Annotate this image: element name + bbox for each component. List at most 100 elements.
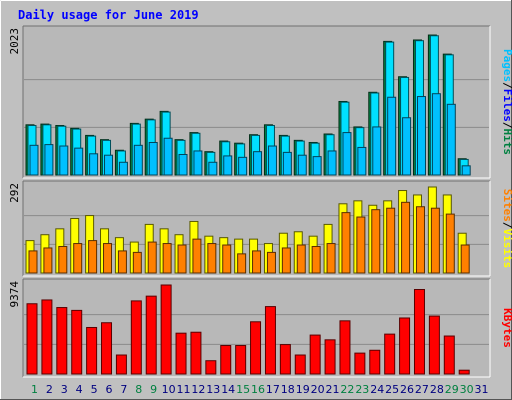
bar-sites-day-24 [371, 209, 381, 274]
bar-pages-day-7 [118, 161, 128, 176]
bar-sites-day-20 [311, 245, 321, 274]
legend-entry: / [501, 222, 512, 229]
x-tick-label-day-25: 25 [385, 383, 399, 396]
bar-kbytes-day-9 [145, 295, 157, 375]
bar-sites-day-21 [326, 243, 336, 274]
bar-sites-day-5 [88, 240, 98, 274]
bar-sites-day-8 [132, 251, 142, 274]
x-tick-label-day-20: 20 [311, 383, 325, 396]
bar-kbytes-day-4 [71, 309, 83, 375]
bar-kbytes-day-10 [160, 284, 172, 375]
bar-kbytes-day-22 [339, 320, 351, 375]
bar-kbytes-day-14 [220, 345, 232, 375]
bar-pages-day-19 [297, 154, 307, 176]
x-tick-label-day-8: 8 [135, 383, 142, 396]
bar-sites-day-11 [177, 244, 187, 274]
legend-entry: / [501, 82, 512, 89]
bar-kbytes-day-13 [205, 360, 217, 375]
legend-entry: Pages [501, 49, 512, 82]
bar-sites-day-1 [28, 250, 38, 274]
bar-pages-day-6 [104, 154, 114, 176]
bar-kbytes-day-8 [130, 300, 142, 375]
bar-pages-day-22 [342, 132, 352, 176]
bar-sites-day-19 [296, 244, 306, 274]
bar-pages-day-25 [387, 96, 397, 176]
bar-pages-day-17 [267, 145, 277, 176]
bar-kbytes-day-5 [86, 326, 98, 375]
bar-sites-day-30 [460, 244, 470, 274]
panel-kbytes-max-label: 9374 [8, 281, 21, 308]
bar-sites-day-27 [415, 206, 425, 274]
bar-kbytes-day-26 [399, 317, 411, 375]
bar-pages-day-28 [431, 93, 441, 176]
x-tick-label-day-14: 14 [221, 383, 235, 396]
bar-kbytes-day-23 [354, 352, 366, 375]
bar-sites-day-22 [341, 212, 351, 274]
x-tick-label-day-17: 17 [266, 383, 280, 396]
x-tick-label-day-7: 7 [120, 383, 127, 396]
bar-kbytes-day-18 [279, 344, 291, 375]
x-tick-label-day-1: 1 [31, 383, 38, 396]
legend-entry: Visits [501, 229, 512, 269]
bar-sites-day-10 [162, 243, 172, 274]
bar-sites-day-16 [252, 250, 262, 274]
legend-entry: Sites [501, 189, 512, 222]
x-tick-label-day-6: 6 [105, 383, 112, 396]
legend-entry: Hits [501, 129, 512, 156]
panel-visits-legend: Sites/Visits [501, 189, 512, 269]
bar-kbytes-day-28 [428, 315, 440, 375]
bar-pages-day-1 [29, 144, 39, 176]
bar-pages-day-12 [193, 150, 203, 176]
x-tick-label-day-19: 19 [296, 383, 310, 396]
bar-pages-day-15 [238, 156, 248, 176]
x-tick-label-day-9: 9 [150, 383, 157, 396]
bar-kbytes-day-11 [175, 332, 187, 375]
x-tick-label-day-27: 27 [415, 383, 429, 396]
x-tick-label-day-28: 28 [430, 383, 444, 396]
x-tick-label-day-4: 4 [76, 383, 83, 396]
bar-kbytes-day-1 [26, 303, 38, 375]
bar-kbytes-day-20 [309, 334, 321, 375]
bar-sites-day-4 [73, 243, 83, 274]
x-tick-label-day-21: 21 [326, 383, 340, 396]
bar-sites-day-3 [58, 245, 68, 274]
panel-visits-max-label: 292 [8, 183, 21, 203]
bar-pages-day-14 [223, 155, 233, 176]
bar-pages-day-8 [133, 144, 143, 176]
bar-kbytes-day-12 [190, 331, 202, 375]
bar-pages-day-21 [327, 150, 337, 176]
bar-kbytes-day-15 [235, 345, 247, 375]
bar-pages-day-27 [416, 96, 426, 176]
bar-sites-day-17 [266, 251, 276, 274]
bar-kbytes-day-24 [369, 349, 381, 375]
x-tick-label-day-3: 3 [61, 383, 68, 396]
bar-pages-day-13 [208, 161, 218, 176]
bar-pages-day-11 [178, 154, 188, 176]
x-tick-label-day-2: 2 [46, 383, 53, 396]
bar-sites-day-6 [103, 243, 113, 274]
legend-entry: KBytes [501, 308, 512, 348]
bar-pages-day-18 [282, 151, 292, 176]
x-tick-label-day-26: 26 [400, 383, 414, 396]
x-tick-label-day-10: 10 [162, 383, 176, 396]
bar-pages-day-3 [59, 145, 69, 176]
x-tick-label-day-16: 16 [251, 383, 265, 396]
bar-sites-day-18 [281, 247, 291, 274]
panel-kbytes-legend: KBytes [501, 308, 512, 348]
bar-kbytes-day-25 [384, 333, 396, 375]
panel-hits-legend: Pages/Files/Hits [501, 49, 512, 155]
bar-sites-day-26 [401, 201, 411, 274]
bar-sites-day-2 [43, 247, 53, 274]
bar-pages-day-4 [74, 147, 84, 176]
bar-pages-day-30 [461, 165, 471, 176]
x-tick-label-day-24: 24 [370, 383, 384, 396]
bar-sites-day-25 [386, 207, 396, 274]
x-tick-label-day-13: 13 [206, 383, 220, 396]
legend-entry: / [501, 122, 512, 129]
bar-sites-day-7 [117, 250, 127, 274]
bar-kbytes-day-2 [41, 299, 53, 375]
x-tick-label-day-23: 23 [355, 383, 369, 396]
bar-sites-day-12 [192, 238, 202, 274]
